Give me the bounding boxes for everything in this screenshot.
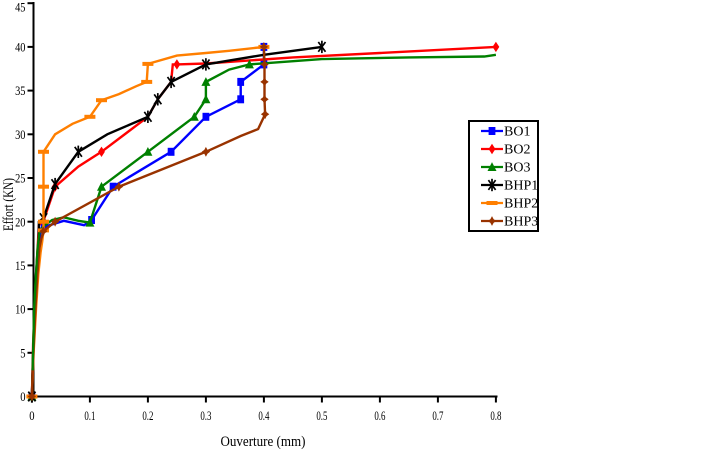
svg-text:45: 45 xyxy=(15,0,25,15)
svg-text:0.1: 0.1 xyxy=(84,408,95,423)
svg-text:BO1: BO1 xyxy=(504,125,530,140)
svg-text:BHP3: BHP3 xyxy=(504,215,538,230)
svg-text:BO3: BO3 xyxy=(504,161,530,176)
svg-text:0.6: 0.6 xyxy=(374,408,385,423)
svg-text:Effort (KN): Effort (KN) xyxy=(1,178,17,231)
svg-text:40: 40 xyxy=(15,40,25,55)
svg-text:0.3: 0.3 xyxy=(200,408,211,423)
svg-text:BHP2: BHP2 xyxy=(504,197,538,212)
svg-text:0.5: 0.5 xyxy=(316,408,327,423)
svg-text:0.4: 0.4 xyxy=(258,408,269,423)
svg-text:5: 5 xyxy=(20,345,25,360)
svg-text:25: 25 xyxy=(15,171,25,186)
svg-text:10: 10 xyxy=(15,302,25,317)
svg-text:0.8: 0.8 xyxy=(490,408,501,423)
svg-text:15: 15 xyxy=(15,258,25,273)
svg-text:Ouverture (mm): Ouverture (mm) xyxy=(221,434,306,450)
svg-text:0: 0 xyxy=(29,408,34,423)
svg-text:20: 20 xyxy=(15,214,25,229)
svg-text:0: 0 xyxy=(20,389,25,404)
svg-text:35: 35 xyxy=(15,83,25,98)
svg-text:30: 30 xyxy=(15,127,25,142)
svg-text:BO2: BO2 xyxy=(504,143,530,158)
svg-text:0.7: 0.7 xyxy=(432,408,443,423)
svg-text:0.2: 0.2 xyxy=(142,408,153,423)
svg-text:BHP1: BHP1 xyxy=(504,179,538,194)
